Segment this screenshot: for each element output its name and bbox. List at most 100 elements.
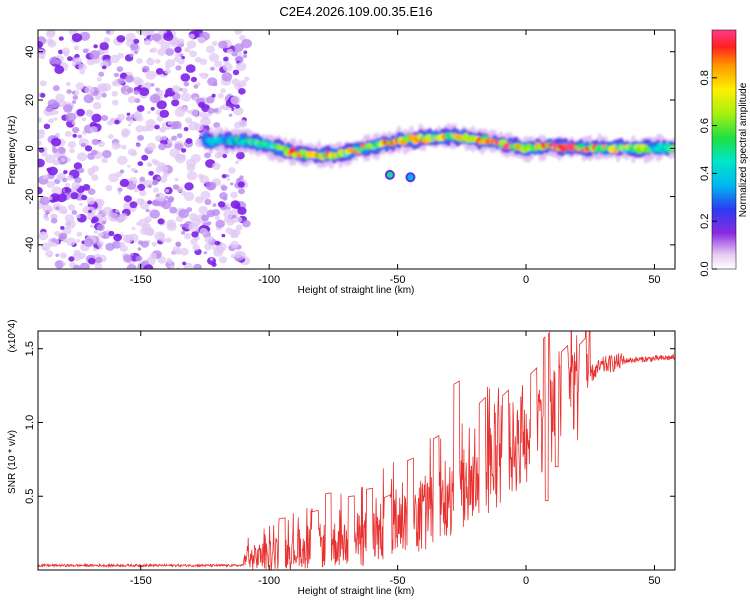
noise-blob <box>58 36 64 41</box>
bottom-y-tick-label: 1.0 <box>24 415 36 430</box>
noise-blob <box>55 59 62 65</box>
noise-blob <box>152 187 159 193</box>
noise-blob <box>133 114 142 121</box>
noise-blob <box>55 253 60 257</box>
noise-blob <box>138 218 149 228</box>
noise-blob <box>76 231 83 237</box>
noise-blob <box>98 71 105 77</box>
noise-blob <box>218 40 228 49</box>
noise-blob <box>190 238 198 245</box>
noise-blob <box>172 85 181 93</box>
noise-blob <box>88 172 93 176</box>
noise-blob <box>163 32 174 41</box>
noise-blob <box>193 263 202 269</box>
noise-blob <box>94 262 103 269</box>
noise-blob <box>199 227 208 236</box>
noise-blob <box>111 240 122 249</box>
noise-blob <box>211 93 216 98</box>
noise-blob <box>199 58 208 66</box>
noise-blob <box>181 56 185 60</box>
noise-blob <box>239 34 246 41</box>
signal-ridge <box>201 122 675 170</box>
noise-blob <box>55 206 60 210</box>
noise-blob <box>71 181 81 190</box>
secondary-blobs <box>384 169 416 183</box>
noise-blob <box>211 209 221 216</box>
snr-frame <box>37 330 676 571</box>
noise-blob <box>164 195 169 199</box>
noise-blob <box>139 201 150 210</box>
noise-blob <box>113 233 122 242</box>
noise-blob <box>184 47 191 53</box>
noise-blob <box>130 252 134 256</box>
noise-blob <box>90 149 98 156</box>
noise-blob <box>238 188 245 195</box>
noise-blob <box>111 81 118 87</box>
noise-blob <box>238 88 246 95</box>
noise-blob <box>182 261 187 266</box>
noise-blob <box>204 236 213 244</box>
noise-blob <box>214 240 221 246</box>
noise-blob <box>204 73 209 77</box>
noise-blob <box>171 135 178 141</box>
noise-blob <box>97 83 107 92</box>
noise-blob <box>66 237 76 246</box>
top-y-tick-label: 40 <box>24 46 36 58</box>
noise-blob <box>69 148 75 154</box>
noise-blob <box>244 76 250 82</box>
noise-blob <box>114 119 120 125</box>
noise-blob <box>159 176 168 183</box>
noise-blob <box>205 45 215 54</box>
noise-blob <box>234 104 240 109</box>
noise-blob <box>140 240 149 248</box>
noise-blob <box>223 216 231 223</box>
noise-blob <box>155 135 163 142</box>
noise-blob <box>174 177 179 182</box>
noise-blob <box>139 189 147 197</box>
noise-blob <box>189 50 198 58</box>
noise-blob <box>84 145 93 152</box>
bottom-x-axis-label: Height of straight line (km) <box>298 586 415 597</box>
noise-blob <box>221 72 233 82</box>
noise-blob <box>48 237 59 247</box>
noise-blob <box>46 180 55 189</box>
top-x-axis-label: Height of straight line (km) <box>298 285 415 296</box>
noise-blob <box>75 214 81 219</box>
noise-blob <box>226 48 234 55</box>
noise-blob <box>68 256 75 262</box>
noise-blob <box>91 174 99 181</box>
noise-blob <box>38 117 43 123</box>
noise-blob <box>115 209 119 213</box>
noise-blob <box>83 238 94 247</box>
noise-blob <box>183 81 190 87</box>
noise-blob <box>207 257 216 265</box>
noise-blob <box>242 54 248 59</box>
noise-blob <box>142 65 150 73</box>
noise-blob <box>135 255 143 262</box>
noise-blob <box>134 98 141 104</box>
noise-blob <box>183 106 188 110</box>
noise-blob <box>38 49 47 59</box>
noise-blob <box>183 191 195 202</box>
noise-blob <box>97 140 106 148</box>
noise-blob <box>53 117 58 121</box>
noise-blob <box>225 106 231 111</box>
colorbar-tick-label: 0.8 <box>699 70 711 85</box>
noise-blob <box>89 50 100 60</box>
noise-blob <box>67 56 73 62</box>
noise-blob <box>167 138 173 144</box>
noise-blob <box>49 193 61 203</box>
noise-blob <box>186 164 196 172</box>
noise-blob <box>39 129 45 134</box>
bottom-x-tick-label: -100 <box>258 575 280 587</box>
noise-blob <box>199 73 204 77</box>
noise-blob <box>137 247 142 251</box>
noise-blob <box>73 57 83 65</box>
noise-blob <box>230 200 241 209</box>
noise-blob <box>108 212 119 222</box>
noise-blob <box>73 264 81 269</box>
noise-blob <box>203 251 208 255</box>
noise-blob <box>52 159 60 166</box>
noise-blob <box>48 196 53 201</box>
